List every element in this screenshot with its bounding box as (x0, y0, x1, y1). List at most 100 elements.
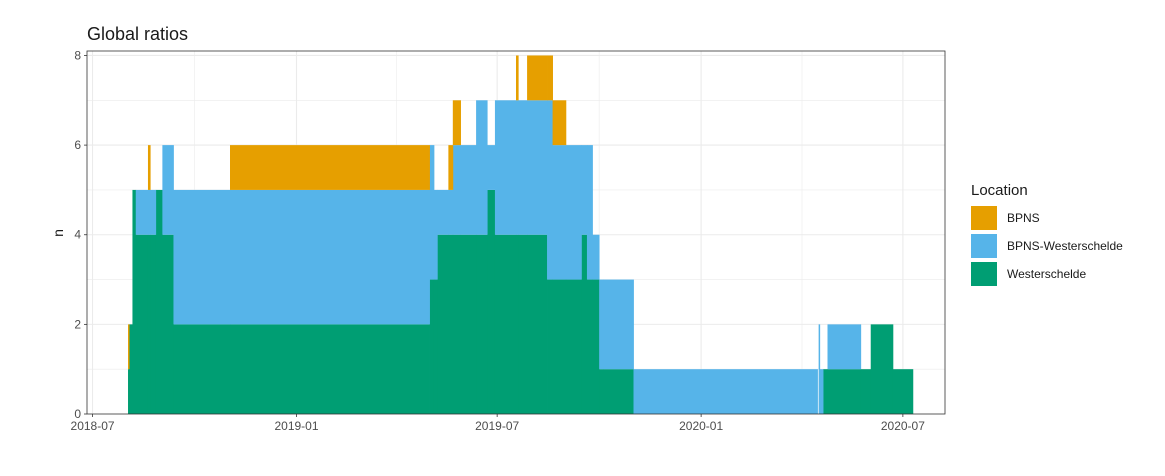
area-segment-bpns (128, 324, 130, 370)
plot-panel (86, 50, 946, 415)
area-segment-bpns-westerschelde (162, 145, 174, 235)
area-segment-westerschelde (128, 369, 130, 414)
legend-items: BPNS BPNS-Westerschelde Westerschelde (971, 206, 1123, 286)
area-segment-westerschelde (147, 234, 151, 414)
area-segment-bpns-westerschelde (518, 100, 528, 235)
area-segment-bpns (516, 55, 519, 101)
area-segment-bpns-westerschelde (173, 189, 231, 325)
stacked-areas (128, 55, 914, 414)
area-segment-bpns-westerschelde (448, 189, 454, 235)
legend-swatch (971, 262, 997, 286)
area-segment-westerschelde (162, 234, 174, 414)
area-segment-bpns (452, 100, 461, 146)
area-segment-westerschelde (527, 234, 548, 414)
area-segment-bpns-westerschelde (487, 145, 496, 190)
area-segment-bpns-westerschelde (827, 324, 862, 370)
legend-swatch (971, 206, 997, 230)
y-tick-label: 2 (74, 317, 81, 331)
area-segment-bpns-westerschelde (516, 100, 519, 235)
y-tick-label: 0 (74, 407, 81, 421)
area-segment-westerschelde (586, 279, 593, 414)
area-segment-bpns (552, 100, 567, 146)
y-tick-label: 6 (74, 138, 81, 152)
area-segment-bpns-westerschelde (433, 189, 438, 280)
area-segment-bpns-westerschelde (460, 145, 477, 235)
area-segment-westerschelde (494, 234, 517, 414)
x-tick-label: 2018-07 (71, 419, 115, 433)
area-segment-bpns-westerschelde (581, 145, 588, 235)
x-tick-label: 2020-01 (679, 419, 723, 433)
area-segment-bpns-westerschelde (547, 100, 553, 280)
area-segment-bpns-westerschelde (230, 189, 430, 325)
area-segment-bpns-westerschelde (633, 369, 818, 414)
legend-swatch (971, 234, 997, 258)
area-segment-westerschelde (892, 369, 914, 414)
area-segment-westerschelde (460, 234, 477, 414)
y-tick-label: 4 (74, 228, 81, 242)
area-segment-bpns (448, 145, 454, 190)
x-tick-label: 2019-01 (274, 419, 318, 433)
area-segment-westerschelde (518, 234, 528, 414)
y-tick-label: 8 (74, 48, 81, 62)
y-axis-title: n (50, 229, 66, 237)
area-segment-westerschelde (437, 234, 449, 414)
area-segment-bpns-westerschelde (552, 145, 567, 280)
area-segment-westerschelde (565, 279, 582, 414)
y-axis: 0 2 4 6 8 (74, 48, 87, 421)
area-segment-bpns-westerschelde (135, 189, 149, 235)
area-segment-westerschelde (150, 234, 157, 414)
legend-title: Location (971, 182, 1028, 199)
area-segment-westerschelde (592, 279, 600, 414)
legend-label: Westerschelde (1007, 267, 1086, 281)
area-segment-westerschelde (230, 324, 430, 414)
legend: Location BPNS BPNS-Westerschelde Westersch… (971, 182, 1123, 286)
area-segment-bpns-westerschelde (494, 100, 517, 235)
area-segment-bpns (547, 55, 553, 101)
area-segment-bpns-westerschelde (147, 189, 151, 235)
area-segment-bpns (230, 145, 430, 190)
area-segment-westerschelde (135, 234, 149, 414)
x-axis: 2018-07 2019-01 2019-07 2020-01 2020-07 (71, 414, 925, 433)
area-segment-westerschelde (129, 324, 133, 414)
legend-label: BPNS (1007, 211, 1040, 225)
area-segment-westerschelde (552, 279, 567, 414)
area-segment-bpns-westerschelde (819, 369, 824, 414)
area-segment-westerschelde (870, 324, 894, 414)
area-segment-westerschelde (429, 279, 435, 414)
area-segment-bpns-westerschelde (527, 100, 548, 235)
area-segment-bpns-westerschelde (592, 234, 600, 280)
x-tick-label: 2019-07 (475, 419, 519, 433)
area-segment-bpns-westerschelde (599, 279, 604, 370)
plot-border (86, 50, 946, 415)
area-segment-westerschelde (452, 234, 461, 414)
legend-label: BPNS-Westerschelde (1007, 239, 1123, 253)
area-segment-bpns-westerschelde (565, 145, 582, 280)
area-segment-westerschelde (487, 189, 496, 414)
area-segment-westerschelde (581, 234, 588, 414)
area-segment-westerschelde (599, 369, 604, 414)
area-segment-westerschelde (132, 189, 137, 414)
area-segment-westerschelde (547, 279, 553, 414)
area-segment-bpns-westerschelde (818, 324, 821, 414)
area-segment-bpns-westerschelde (452, 145, 461, 235)
area-segment-westerschelde (155, 189, 163, 414)
chart-title: Global ratios (87, 24, 188, 44)
area-segment-bpns-westerschelde (586, 145, 593, 280)
area-segment-bpns-westerschelde (603, 279, 634, 370)
area-segment-westerschelde (448, 234, 454, 414)
area-segment-bpns-westerschelde (429, 145, 435, 280)
area-segment-westerschelde (173, 324, 231, 414)
area-segment-westerschelde (823, 369, 828, 414)
area-segment-westerschelde (860, 369, 872, 414)
area-segment-bpns-westerschelde (476, 100, 488, 235)
area-segment-westerschelde (603, 369, 634, 414)
area-segment-bpns-westerschelde (437, 189, 449, 235)
area-segment-westerschelde (516, 234, 519, 414)
area-segment-westerschelde (433, 279, 438, 414)
area-segment-westerschelde (827, 369, 862, 414)
area-segment-bpns (527, 55, 548, 101)
area-segment-bpns (147, 145, 151, 190)
x-tick-label: 2020-07 (881, 419, 925, 433)
area-segment-bpns-westerschelde (150, 189, 157, 235)
